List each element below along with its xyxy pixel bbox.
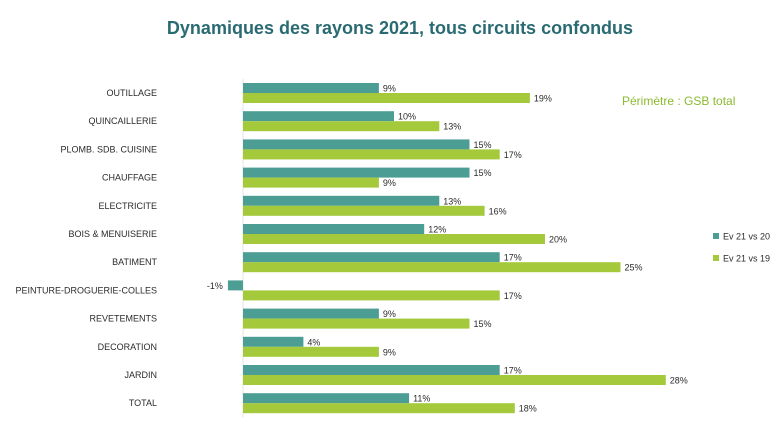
data-label-chauffage-series-2: 9% xyxy=(383,178,396,188)
legend-label-series-2: Ev 21 vs 19 xyxy=(723,254,770,264)
data-label-peinture-droguerie-colles-series-1: -1% xyxy=(207,281,223,291)
data-label-electricite-series-1: 13% xyxy=(443,196,461,206)
data-label-plomb-sdb-cuisine-series-1: 15% xyxy=(474,140,492,150)
category-label-jardin: JARDIN xyxy=(124,370,157,380)
bar-quincaillerie-series-2 xyxy=(243,121,440,132)
data-label-outillage-series-1: 9% xyxy=(383,84,396,94)
bar-peinture-droguerie-colles-series-2 xyxy=(243,290,500,301)
bar-quincaillerie-series-1 xyxy=(243,111,394,122)
data-label-chauffage-series-1: 15% xyxy=(474,168,492,178)
data-label-plomb-sdb-cuisine-series-2: 17% xyxy=(504,150,522,160)
legend-swatch-series-2 xyxy=(713,255,719,261)
category-label-plomb-sdb-cuisine: PLOMB. SDB. CUISINE xyxy=(60,144,157,154)
data-label-bois-menuiserie-series-2: 20% xyxy=(549,235,567,245)
category-label-outillage: OUTILLAGE xyxy=(106,88,157,98)
bar-plomb-sdb-cuisine-series-1 xyxy=(243,139,470,150)
data-label-bois-menuiserie-series-1: 12% xyxy=(428,225,446,235)
data-label-total-series-2: 18% xyxy=(519,404,537,414)
chart-title: Dynamiques des rayons 2021, tous circuit… xyxy=(166,18,634,38)
bar-total-series-2 xyxy=(243,403,515,414)
legend-label-series-1: Ev 21 vs 20 xyxy=(723,232,770,242)
data-label-quincaillerie-series-1: 10% xyxy=(398,112,416,122)
data-label-jardin-series-1: 17% xyxy=(504,366,522,376)
bar-decoration-series-1 xyxy=(243,336,304,347)
category-label-total: TOTAL xyxy=(129,398,157,408)
bar-revetements-series-2 xyxy=(243,318,470,329)
data-label-outillage-series-2: 19% xyxy=(534,94,552,104)
category-label-electricite: ELECTRICITE xyxy=(98,201,157,211)
bar-decoration-series-2 xyxy=(243,346,379,357)
data-label-decoration-series-1: 4% xyxy=(307,337,320,347)
category-label-peinture-droguerie-colles: PEINTURE-DROGUERIE-COLLES xyxy=(15,285,157,295)
data-label-jardin-series-2: 28% xyxy=(670,376,688,386)
data-label-batiment-series-2: 25% xyxy=(625,263,643,273)
data-label-total-series-1: 11% xyxy=(413,394,430,404)
bar-electricite-series-1 xyxy=(243,195,440,206)
chart-annotation: Périmètre : GSB total xyxy=(622,94,736,108)
data-label-batiment-series-1: 17% xyxy=(504,253,522,263)
bar-electricite-series-2 xyxy=(243,205,485,216)
category-label-chauffage: CHAUFFAGE xyxy=(102,173,157,183)
data-label-revetements-series-2: 15% xyxy=(474,319,492,329)
bar-outillage-series-2 xyxy=(243,93,530,103)
bar-chauffage-series-1 xyxy=(243,167,470,178)
category-label-batiment: BATIMENT xyxy=(112,257,157,267)
category-label-quincaillerie: QUINCAILLERIE xyxy=(88,116,157,126)
category-label-revetements: REVETEMENTS xyxy=(89,314,157,324)
bar-total-series-1 xyxy=(243,393,410,404)
bar-batiment-series-2 xyxy=(243,262,621,273)
data-label-revetements-series-1: 9% xyxy=(383,309,396,319)
legend-swatch-series-1 xyxy=(713,233,719,239)
category-label-decoration: DECORATION xyxy=(98,342,157,352)
bar-revetements-series-1 xyxy=(243,308,379,319)
bar-peinture-droguerie-colles-series-1 xyxy=(227,280,243,291)
bar-bois-menuiserie-series-1 xyxy=(243,224,425,234)
category-label-bois-menuiserie: BOIS & MENUISERIE xyxy=(68,229,157,239)
bar-plomb-sdb-cuisine-series-2 xyxy=(243,149,500,160)
data-label-quincaillerie-series-2: 13% xyxy=(443,122,461,132)
bar-chauffage-series-2 xyxy=(243,177,379,188)
bar-bois-menuiserie-series-2 xyxy=(243,234,545,244)
data-label-decoration-series-2: 9% xyxy=(383,347,396,357)
data-label-peinture-droguerie-colles-series-2: 17% xyxy=(504,291,522,301)
bar-outillage-series-1 xyxy=(243,83,379,93)
data-label-electricite-series-2: 16% xyxy=(489,206,507,216)
bar-batiment-series-1 xyxy=(243,252,500,263)
bar-jardin-series-1 xyxy=(243,365,500,375)
bar-jardin-series-2 xyxy=(243,375,666,385)
